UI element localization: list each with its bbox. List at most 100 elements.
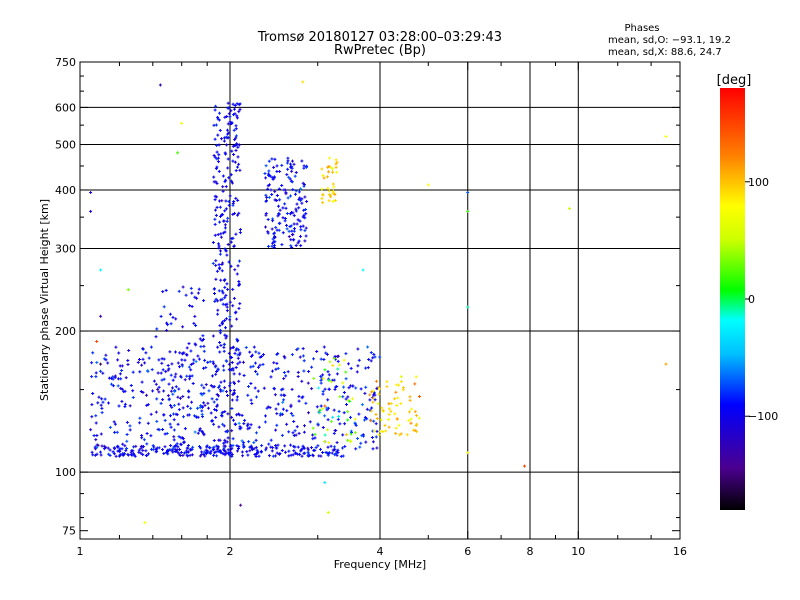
data-point (220, 380, 222, 384)
data-point (214, 408, 216, 412)
data-point (219, 267, 221, 271)
data-point (90, 428, 92, 432)
data-point (324, 481, 326, 485)
data-point (312, 426, 314, 430)
data-point (224, 296, 226, 300)
data-point (212, 261, 214, 265)
data-point (276, 194, 278, 197)
data-point (203, 401, 205, 405)
data-point (164, 432, 166, 436)
data-point (218, 425, 220, 429)
data-point (337, 367, 339, 371)
data-point (359, 445, 361, 449)
data-point (231, 453, 233, 456)
data-point (397, 396, 399, 400)
data-point (178, 387, 180, 391)
data-point (171, 362, 173, 366)
data-point (193, 321, 195, 325)
data-point (230, 346, 232, 350)
data-point (187, 454, 189, 458)
data-point (255, 438, 257, 442)
data-point (173, 403, 175, 407)
data-point (324, 440, 325, 443)
data-point (237, 264, 239, 268)
data-point (334, 357, 336, 361)
data-point (373, 393, 374, 397)
data-point (226, 115, 228, 118)
data-point (276, 164, 278, 168)
data-point (257, 450, 259, 454)
data-point (375, 422, 377, 426)
data-point (91, 450, 93, 454)
data-point (235, 232, 237, 236)
data-point (184, 427, 186, 431)
data-point (94, 447, 96, 451)
data-point (199, 337, 201, 341)
data-point (303, 213, 305, 217)
data-point (303, 369, 305, 373)
data-point (418, 416, 420, 420)
data-point (210, 411, 212, 415)
data-point (222, 231, 224, 235)
data-point (326, 352, 328, 356)
data-point (296, 425, 298, 429)
data-point (176, 442, 178, 446)
data-point (156, 446, 158, 450)
data-point (246, 424, 248, 428)
data-point (308, 452, 310, 456)
data-point (225, 359, 227, 363)
data-point (191, 305, 193, 308)
data-point (212, 374, 213, 378)
data-point (192, 382, 194, 385)
data-point (253, 447, 255, 451)
data-point (258, 454, 260, 458)
data-point (329, 360, 331, 364)
data-point (100, 362, 102, 366)
data-point (103, 444, 105, 448)
data-point (356, 370, 358, 374)
data-point (117, 358, 119, 362)
data-point (380, 429, 381, 433)
data-point (467, 191, 469, 194)
chart-title: Tromsø 20180127 03:28:00–03:29:43 (257, 30, 502, 45)
data-point (374, 391, 375, 395)
data-point (238, 306, 240, 310)
data-point (367, 366, 369, 370)
data-point (317, 386, 319, 390)
data-point (215, 450, 217, 454)
data-point (129, 424, 131, 428)
x-axis-ticks: 1 2 4 6 8 10 16 (77, 62, 687, 558)
data-point (114, 374, 116, 378)
data-point (293, 434, 295, 437)
data-point (273, 176, 275, 180)
data-point (274, 243, 275, 247)
data-point (276, 353, 278, 356)
data-point (236, 347, 238, 351)
data-point (331, 451, 333, 455)
data-point (304, 195, 306, 199)
data-point (395, 426, 397, 430)
data-point (414, 382, 416, 386)
data-point (239, 168, 241, 172)
data-point (298, 190, 300, 194)
data-point (344, 445, 346, 448)
data-point (129, 428, 131, 432)
data-point (348, 362, 349, 366)
data-point (320, 447, 321, 451)
data-point (328, 373, 330, 377)
data-point (233, 245, 235, 248)
data-point (322, 377, 324, 381)
data-point (265, 212, 267, 215)
data-point (238, 103, 240, 107)
data-point (105, 353, 107, 357)
data-point (220, 232, 222, 236)
data-point (327, 406, 329, 410)
data-point (231, 121, 233, 125)
data-point (178, 402, 180, 406)
data-point (200, 404, 202, 408)
data-point (411, 407, 413, 411)
data-point (226, 253, 228, 257)
data-point (216, 150, 218, 154)
data-point (373, 352, 375, 356)
data-point (308, 454, 309, 458)
